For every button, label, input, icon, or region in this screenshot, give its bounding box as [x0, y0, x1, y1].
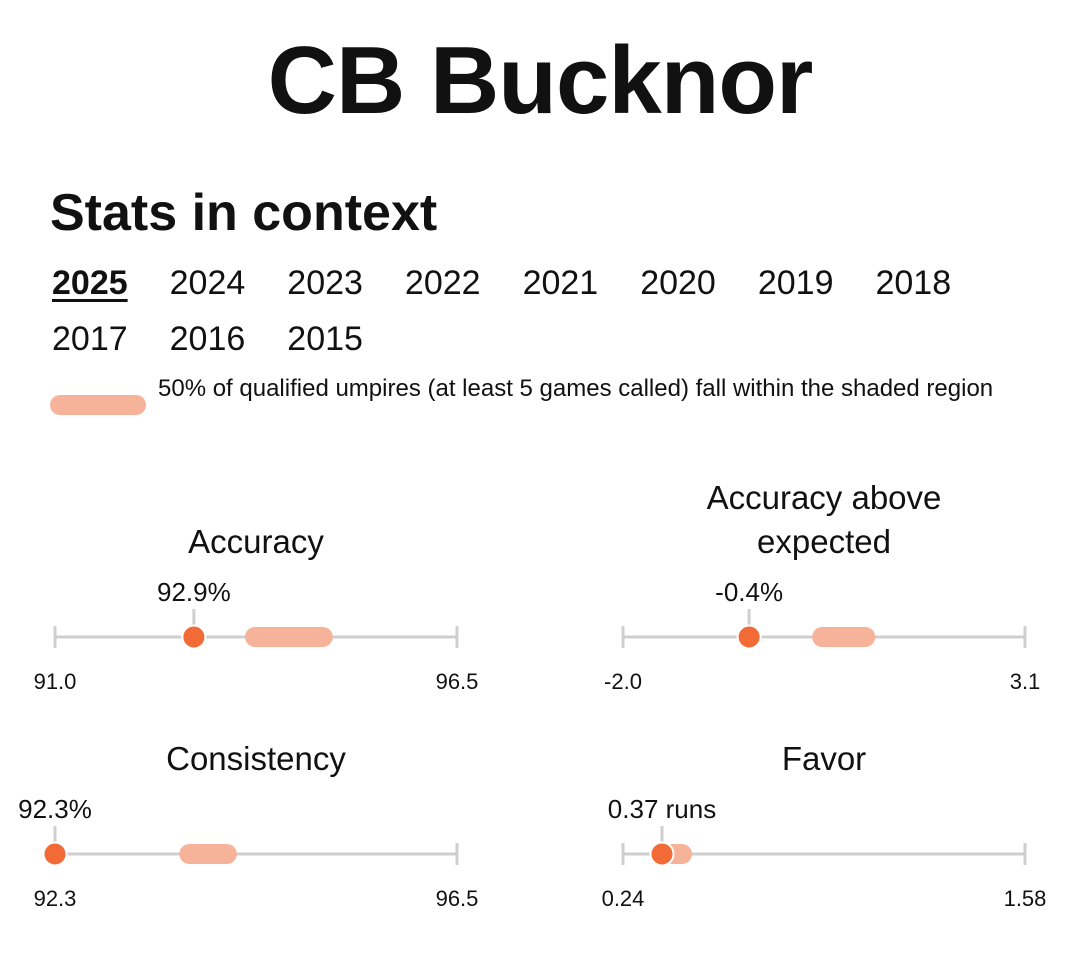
axis-max-label: 1.58: [1004, 886, 1047, 911]
value-marker: [736, 624, 762, 650]
year-tab-2016[interactable]: 2016: [169, 320, 246, 358]
value-marker: [42, 841, 68, 867]
year-tab-2022[interactable]: 2022: [404, 264, 481, 302]
year-tab-2023[interactable]: 2023: [287, 264, 363, 302]
iqr-band: [812, 627, 876, 647]
stat-panel-accuracy-above-expected: Accuracy above expected -0.4% -2.0 3.1: [589, 479, 1059, 700]
axis-min-label: -2.0: [604, 669, 642, 694]
iqr-band: [245, 627, 333, 647]
axis-min-label: 92.3: [34, 886, 77, 911]
legend-swatch: [50, 395, 146, 415]
page-title: CB Bucknor: [267, 27, 814, 134]
value-label: 0.37 runs: [608, 794, 716, 824]
axis-min-label: 91.0: [34, 669, 77, 694]
legend-text: 50% of qualified umpires (at least 5 gam…: [158, 375, 994, 402]
year-tab-2015[interactable]: 2015: [287, 320, 363, 358]
axis-min-label: 0.24: [602, 886, 645, 911]
year-tab-2025[interactable]: 2025: [52, 264, 128, 302]
year-tab-2018[interactable]: 2018: [875, 264, 952, 302]
year-tabs: 2025 2024 2023 2022 2021 2020 2019 2018 …: [50, 258, 1040, 364]
stat-scale: -0.4% -2.0 3.1: [604, 577, 1041, 694]
stat-panel-favor: Favor 0.37 runs 0.24 1.58: [589, 697, 1059, 917]
value-label: 92.3%: [18, 794, 92, 824]
value-label: 92.9%: [157, 577, 231, 607]
year-tab-2017[interactable]: 2017: [52, 320, 128, 358]
stat-scale: 0.37 runs 0.24 1.58: [602, 794, 1047, 911]
iqr-band: [179, 844, 237, 864]
section-title: Stats in context: [50, 184, 438, 242]
year-tab-2020[interactable]: 2020: [640, 264, 716, 302]
stat-scale: 92.3% 92.3 96.5: [18, 794, 479, 911]
stat-title: Accuracy: [188, 523, 324, 560]
year-tab-2024[interactable]: 2024: [169, 264, 246, 302]
stat-title: Favor: [781, 740, 867, 777]
year-tab-2019[interactable]: 2019: [757, 264, 834, 302]
value-marker: [181, 624, 207, 650]
axis-max-label: 96.5: [436, 669, 479, 694]
stat-title: Accuracy above expected: [706, 479, 942, 560]
stat-panel-accuracy: Accuracy 92.9% 91.0 96.5: [21, 480, 491, 700]
stat-scale: 92.9% 91.0 96.5: [34, 577, 479, 694]
stat-title: Consistency: [166, 740, 346, 777]
value-marker: [649, 841, 675, 867]
value-label: -0.4%: [715, 577, 783, 607]
axis-max-label: 96.5: [436, 886, 479, 911]
axis-max-label: 3.1: [1010, 669, 1041, 694]
stat-panel-consistency: Consistency 92.3% 92.3 96.5: [18, 697, 491, 917]
year-tab-2021[interactable]: 2021: [522, 264, 599, 302]
